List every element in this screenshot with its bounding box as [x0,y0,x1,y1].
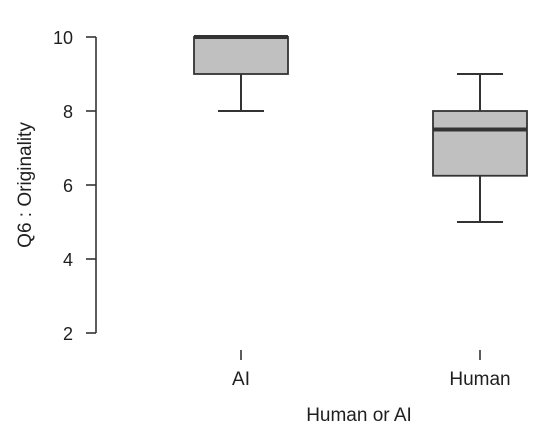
axis-titles: Human or AI Q6 : Originality [15,122,412,426]
box-human [432,73,528,223]
y-tick-label: 10 [53,28,73,48]
y-tick-label: 8 [63,102,73,122]
interquartile-box [432,110,528,177]
y-tick-label: 6 [63,176,73,196]
box-series [193,35,528,223]
box-ai [193,35,289,112]
x-axis-title: Human or AI [306,405,412,426]
x-category-label: Human [449,369,510,390]
y-axis-title: Q6 : Originality [15,122,36,248]
y-tick-label: 4 [63,250,73,270]
x-axis: AI Human [232,350,511,390]
y-tick-label: 2 [63,324,73,344]
y-axis: 2 4 6 8 10 [53,28,97,344]
interquartile-box [193,36,289,75]
x-category-label: AI [232,369,250,390]
